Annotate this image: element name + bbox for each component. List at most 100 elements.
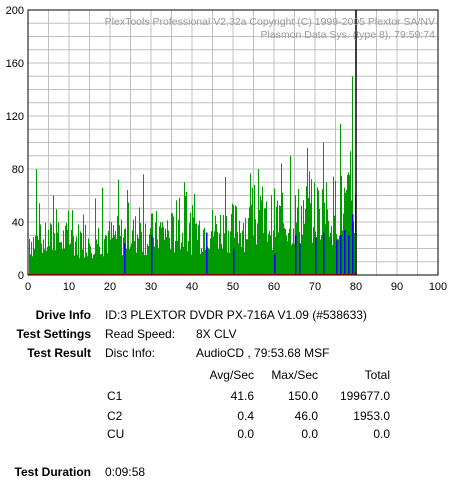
- y-tick-label: 200: [6, 5, 24, 17]
- c1-bar: [198, 225, 199, 275]
- c1-bar: [289, 228, 290, 275]
- c1-bar: [277, 200, 278, 275]
- c1-bar: [232, 203, 233, 275]
- c1-bar: [271, 195, 272, 275]
- c1-bar: [86, 252, 87, 275]
- c1-bar: [219, 233, 220, 275]
- c1-bar: [351, 200, 352, 275]
- c1-bar: [159, 226, 160, 275]
- c1-bar: [39, 203, 40, 275]
- c1-bar: [214, 231, 215, 275]
- c1-bar: [105, 235, 106, 275]
- c1-bar: [123, 237, 124, 275]
- c1-bar: [233, 205, 234, 275]
- c1-bar: [287, 241, 288, 275]
- row-c2-avg: 0.4: [237, 409, 254, 423]
- c1-bar: [240, 232, 241, 275]
- c1-bar: [84, 257, 85, 275]
- c1-bar: [335, 181, 336, 275]
- test-result-label: Test Result: [27, 346, 91, 360]
- c1-bar: [239, 220, 240, 275]
- c1-peak-bar: [352, 76, 353, 275]
- c1-bar: [166, 237, 167, 275]
- x-tick-label: 50: [227, 281, 239, 293]
- test-settings-label: Test Settings: [16, 327, 91, 341]
- c1-bar: [260, 196, 261, 275]
- c1-bar: [217, 231, 218, 275]
- c1-bar: [156, 211, 157, 275]
- c1-bar: [310, 203, 311, 275]
- c1-bar: [139, 207, 140, 275]
- c1-bar: [213, 236, 214, 275]
- c1-bar: [106, 235, 107, 275]
- c1-bar: [281, 163, 282, 275]
- x-tick-label: 30: [145, 281, 157, 293]
- c1-bar: [347, 175, 348, 275]
- c1-bar: [64, 248, 65, 275]
- drive-info-value: ID:3 PLEXTOR DVDR PX-716A V1.09 (#538633…: [105, 308, 367, 322]
- c1-bar: [278, 232, 279, 275]
- c1-bar: [341, 175, 342, 275]
- c1-bar: [72, 210, 73, 275]
- c1-bar: [133, 219, 134, 275]
- c1-bar: [115, 231, 116, 275]
- c2-bar: [206, 232, 208, 275]
- c1-bar: [252, 188, 253, 275]
- c1-bar: [66, 222, 67, 275]
- c1-bar: [236, 206, 237, 275]
- c1-bar: [262, 186, 263, 275]
- c1-bar: [256, 244, 257, 275]
- c1-bar: [137, 234, 138, 275]
- c1-bar: [238, 243, 239, 275]
- c1-bar: [273, 230, 274, 275]
- c1-bar: [301, 205, 302, 275]
- c1-bar: [97, 243, 98, 275]
- c1-bar: [33, 237, 34, 275]
- c1-bar: [119, 225, 120, 275]
- c1-peak-bar: [258, 169, 259, 275]
- c1-bar: [95, 198, 96, 275]
- c2-bar: [274, 253, 276, 275]
- c1-bar: [338, 239, 339, 275]
- c1-bar: [161, 227, 162, 275]
- c1-bar: [269, 230, 270, 275]
- c1-bar: [150, 228, 151, 275]
- c1-bar: [208, 248, 209, 275]
- c1-bar: [45, 222, 46, 275]
- read-speed-value: 8X CLV: [196, 327, 237, 341]
- row-cu-total: 0.0: [373, 427, 390, 441]
- c1-bar: [216, 224, 217, 275]
- c1-bar: [32, 256, 33, 275]
- c1-bar: [349, 174, 350, 275]
- c1-bar: [331, 225, 332, 275]
- c1-bar: [305, 208, 306, 275]
- disc-info-key: Disc Info:: [105, 346, 156, 360]
- c1-bar: [253, 235, 254, 275]
- c1-bar: [54, 233, 55, 275]
- c1-bar: [50, 223, 51, 275]
- c1-bar: [183, 246, 184, 275]
- c1-peak-bar: [118, 179, 119, 275]
- c1-bar: [276, 206, 277, 275]
- c1-bar: [306, 186, 307, 275]
- c1-bar: [116, 239, 117, 275]
- c1-bar: [314, 182, 315, 275]
- c1-bar: [327, 209, 328, 275]
- c1-bar: [81, 232, 82, 275]
- disc-info-value: AudioCD , 79:53.68 MSF: [196, 346, 330, 360]
- c1-bar: [245, 217, 246, 275]
- y-tick-label: 160: [6, 58, 24, 70]
- c1-bar: [80, 231, 81, 275]
- c1-bar: [319, 208, 320, 275]
- c1-bar: [235, 205, 236, 275]
- c1-bar: [129, 249, 130, 275]
- c2-bar: [323, 232, 325, 275]
- c1-bar: [242, 230, 243, 275]
- row-c2-max: 46.0: [294, 409, 318, 423]
- c1-bar: [311, 179, 312, 275]
- c1-bar: [91, 252, 92, 275]
- x-tick-label: 0: [25, 281, 31, 293]
- c1-bar: [182, 232, 183, 275]
- c1-bar: [79, 258, 80, 275]
- c1-bar: [201, 248, 202, 275]
